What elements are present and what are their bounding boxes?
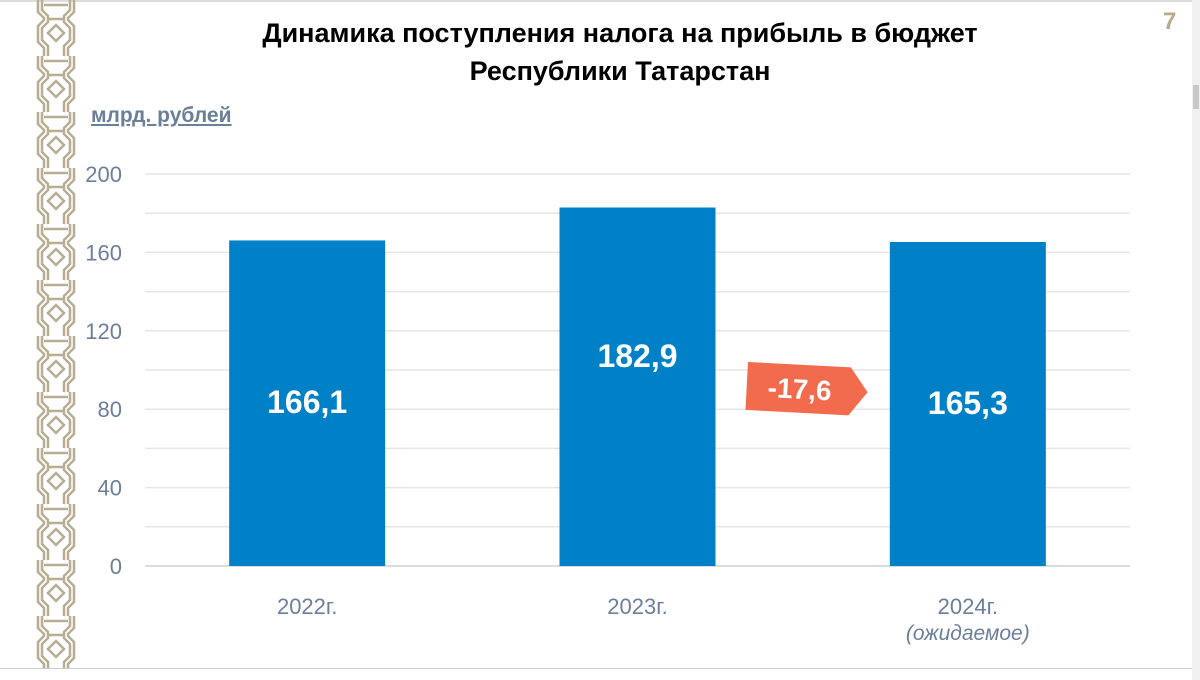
- data-label: 166,1: [267, 384, 347, 420]
- scrollbar[interactable]: [1192, 0, 1200, 680]
- y-tick-label: 40: [98, 476, 122, 501]
- top-border: [0, 0, 1200, 2]
- bar: [889, 242, 1046, 566]
- x-tick-label: 2024г.: [938, 594, 998, 619]
- bar: [229, 240, 386, 566]
- page-number: 7: [1163, 8, 1177, 35]
- change-value: -17,6: [767, 372, 832, 406]
- chart-title: Динамика поступления налога на прибыль в…: [150, 14, 1090, 90]
- y-tick-label: 0: [110, 554, 122, 579]
- x-tick-note: (ожидаемое): [906, 622, 1030, 645]
- data-label: 182,9: [597, 338, 677, 374]
- badge-arrow-shape: [745, 361, 868, 416]
- x-tick-label: 2023г.: [607, 594, 667, 619]
- title-line-1: Динамика поступления налога на прибыль в…: [262, 18, 978, 48]
- bottom-border: [0, 668, 1192, 669]
- ornament-border: [34, 0, 78, 668]
- unit-label: млрд. рублей: [91, 104, 232, 127]
- x-tick-label: 2022г.: [277, 594, 337, 619]
- y-tick-label: 160: [85, 240, 122, 265]
- y-tick-label: 120: [85, 319, 122, 344]
- y-tick-label: 200: [85, 162, 122, 187]
- data-label: 165,3: [928, 385, 1008, 421]
- bar: [559, 207, 716, 567]
- y-tick-label: 80: [98, 397, 122, 422]
- scrollbar-thumb[interactable]: [1193, 85, 1199, 109]
- title-line-2: Республики Татарстан: [469, 56, 771, 86]
- change-badge: -17,6: [745, 361, 868, 416]
